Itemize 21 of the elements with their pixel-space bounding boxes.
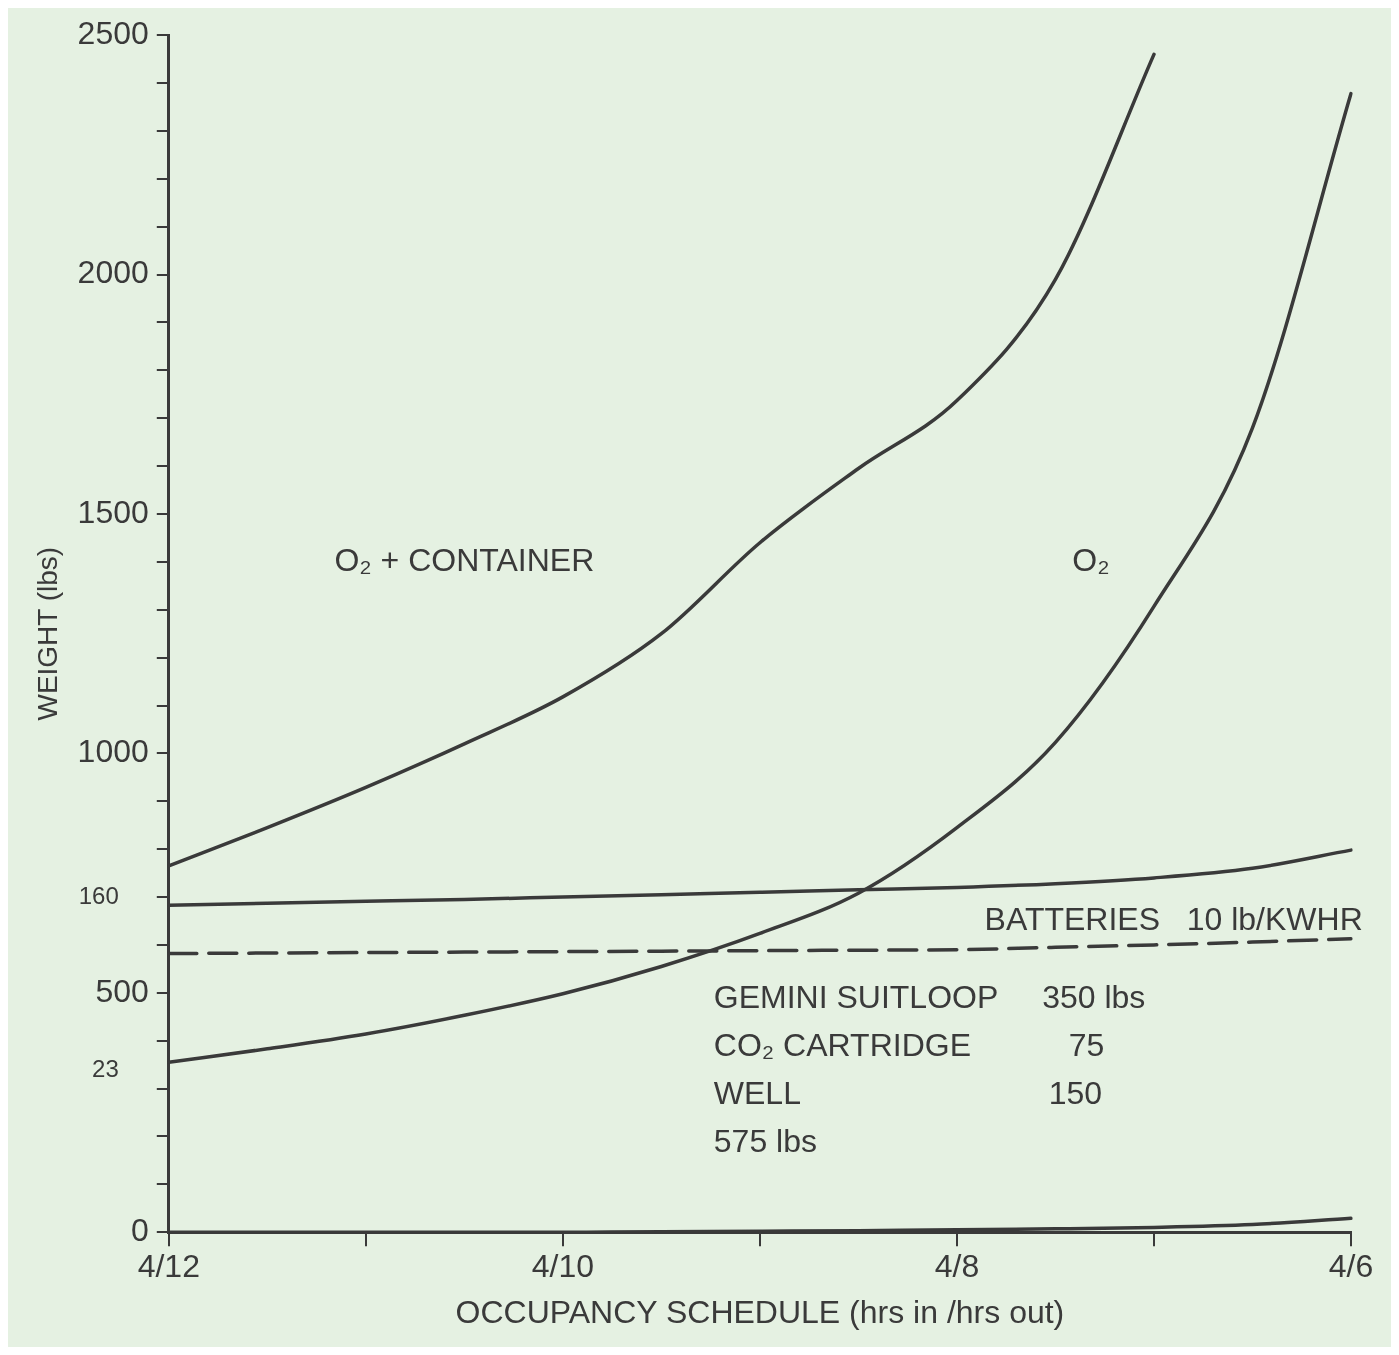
text: 23: [92, 1055, 119, 1083]
y-axis-title: WEIGHT (lbs): [31, 546, 63, 721]
x-tick-label: 4/8: [934, 1248, 980, 1285]
text: 160: [78, 881, 119, 909]
annotation: CO₂ CARTRIDGE 75: [713, 1026, 1105, 1063]
x-tick-label: 4/6: [1328, 1248, 1374, 1285]
annotation: WELL 150: [713, 1074, 1103, 1111]
y-tick-label: 2500: [77, 15, 149, 52]
y-tick-label: 1500: [77, 493, 149, 530]
annotation: O₂ + CONTAINER: [334, 541, 595, 578]
annotation: GEMINI SUITLOOP 350 lbs: [713, 978, 1146, 1015]
annotation: 575 lbs: [713, 1122, 817, 1159]
annotation: BATTERIES 10 lb/KWHR: [984, 900, 1363, 937]
y-tick-label: 0: [130, 1212, 149, 1249]
x-axis-title: OCCUPANCY SCHEDULE (hrs in /hrs out): [455, 1293, 1065, 1330]
x-tick-label: 4/12: [137, 1248, 200, 1285]
y-tick-label: 500: [95, 972, 149, 1009]
x-tick-label: 4/10: [531, 1248, 594, 1285]
y-tick-label: 1000: [77, 733, 149, 770]
annotation: O₂: [1072, 541, 1110, 578]
y-tick-label: 2000: [77, 254, 149, 291]
